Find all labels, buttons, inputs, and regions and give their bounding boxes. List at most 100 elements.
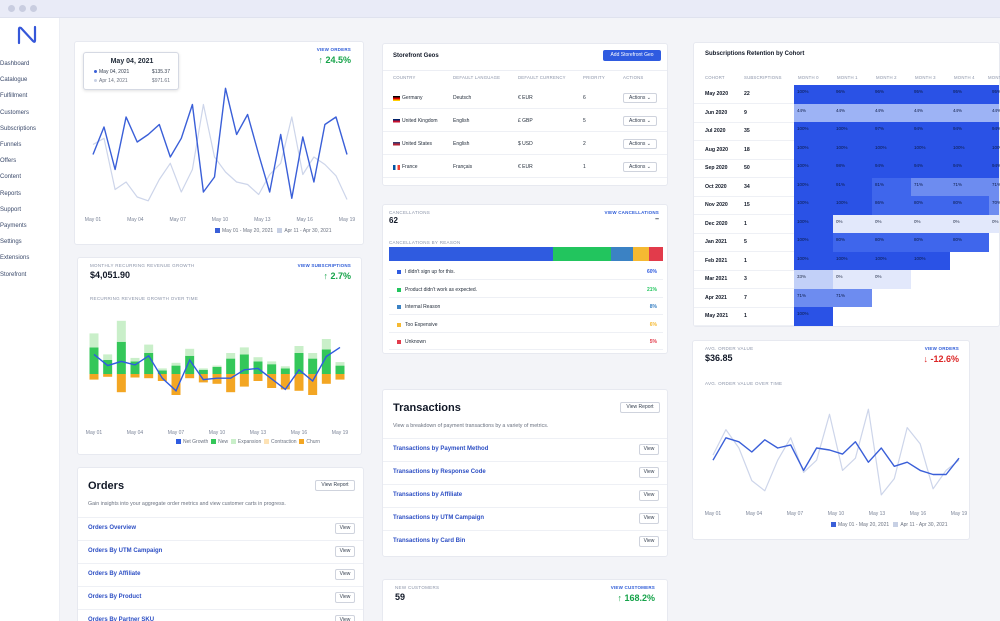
tooltip-row2-date: Apr 14, 2021 bbox=[99, 78, 128, 84]
cancellation-segment bbox=[389, 247, 554, 261]
report-link[interactable]: Orders Overview bbox=[88, 525, 137, 531]
retention-cell: 71% bbox=[833, 288, 872, 307]
report-link[interactable]: Transactions by Payment Method bbox=[393, 446, 489, 452]
view-customers-link[interactable]: VIEW CUSTOMERS bbox=[610, 585, 655, 590]
actions-dropdown[interactable]: Actions ⌄ bbox=[623, 139, 657, 149]
actions-dropdown[interactable]: Actions ⌄ bbox=[623, 162, 657, 172]
new-customers-change: ↑ 168.2% bbox=[617, 593, 655, 603]
transactions-view-report-button[interactable]: View Report bbox=[620, 402, 660, 413]
legend-label: May 01 - May 20, 2021 bbox=[838, 522, 890, 528]
retention-cell: 94% bbox=[989, 159, 1000, 178]
report-link[interactable]: Transactions by Card Bin bbox=[393, 538, 466, 544]
report-link[interactable]: Orders By Affiliate bbox=[88, 571, 141, 577]
x-tick-label: May 19 bbox=[951, 511, 968, 517]
sidebar-item-funnels[interactable]: Funnels bbox=[0, 142, 22, 148]
add-storefront-geo-button[interactable]: Add Storefront Geo bbox=[603, 50, 661, 61]
retention-cell: 33% bbox=[794, 270, 833, 289]
divider bbox=[78, 563, 363, 564]
retention-cell: 95% bbox=[989, 85, 1000, 104]
sidebar: Dashboard Catalogue Fulfillment Customers Su… bbox=[0, 18, 60, 621]
actions-dropdown[interactable]: Actions ⌄ bbox=[623, 93, 657, 103]
retention-cell: 98% bbox=[833, 159, 872, 178]
orders-change: ↑ 24.5% bbox=[318, 55, 351, 65]
sidebar-item-extensions[interactable]: Extensions bbox=[0, 255, 30, 262]
bar-churn bbox=[308, 374, 318, 395]
view-orders-link[interactable]: VIEW ORDERS bbox=[316, 47, 351, 52]
retention-cell: 0% bbox=[989, 214, 999, 233]
transactions-panel: Transactions View Report View a breakdow… bbox=[382, 389, 668, 557]
column-header: ACTIONS bbox=[623, 75, 644, 80]
sidebar-item-payments[interactable]: Payments bbox=[0, 223, 27, 229]
report-link[interactable]: Transactions by Affiliate bbox=[393, 492, 463, 498]
bar-new bbox=[267, 364, 277, 374]
orders-view-report-button[interactable]: View Report bbox=[315, 480, 355, 491]
window-close-dot[interactable] bbox=[8, 5, 15, 12]
view-button[interactable]: View bbox=[639, 490, 659, 501]
view-subscriptions-link[interactable]: VIEW SUBSCRIPTIONS bbox=[297, 263, 351, 268]
sidebar-item-dashboard[interactable]: Dashboard bbox=[0, 61, 30, 67]
sidebar-item-offers[interactable]: Offers bbox=[0, 158, 17, 165]
legend-label: Contraction bbox=[271, 439, 297, 445]
orders-panel: Orders View Report Gain insights into yo… bbox=[77, 467, 364, 621]
transactions-description: View a breakdown of payment transactions… bbox=[393, 423, 549, 429]
bar-new bbox=[335, 365, 345, 374]
bar-expansion bbox=[198, 368, 208, 370]
view-cancellations-link[interactable]: VIEW CANCELLATIONS bbox=[604, 210, 659, 215]
brand-logo-icon[interactable] bbox=[16, 24, 38, 46]
legend-swatch bbox=[893, 522, 899, 528]
window-maximize-dot[interactable] bbox=[30, 5, 37, 12]
sidebar-item-content[interactable]: Content bbox=[0, 174, 22, 181]
cohort-label: Sep 2020 bbox=[705, 165, 728, 171]
legend-swatch bbox=[176, 439, 181, 445]
report-link[interactable]: Orders By UTM Campaign bbox=[88, 548, 163, 554]
x-tick-label: May 10 bbox=[212, 217, 229, 223]
chevron-down-icon: ⌄ bbox=[645, 164, 651, 170]
sidebar-item-fulfillment[interactable]: Fulfillment bbox=[0, 93, 28, 100]
sidebar-item-settings[interactable]: Settings bbox=[0, 239, 22, 246]
report-link[interactable]: Orders By Product bbox=[88, 594, 142, 600]
bar-churn bbox=[144, 374, 154, 379]
actions-dropdown[interactable]: Actions ⌄ bbox=[623, 116, 657, 126]
report-link[interactable]: Transactions by UTM Campaign bbox=[393, 515, 485, 521]
bar-expansion bbox=[157, 368, 167, 371]
bar-expansion bbox=[103, 354, 113, 360]
sidebar-item-subscriptions[interactable]: Subscriptions bbox=[0, 125, 37, 132]
cell-currency: € EUR bbox=[518, 164, 533, 170]
cell-currency: $ USD bbox=[518, 141, 533, 147]
retention-cell: 71% bbox=[950, 177, 989, 196]
divider bbox=[694, 251, 794, 252]
view-orders-aov-link[interactable]: VIEW ORDERS bbox=[924, 346, 959, 351]
bar-expansion bbox=[308, 353, 318, 359]
view-button[interactable]: View bbox=[639, 467, 659, 478]
window-minimize-dot[interactable] bbox=[19, 5, 26, 12]
chevron-down-icon: ⌄ bbox=[645, 118, 651, 124]
sidebar-item-reports[interactable]: Reports bbox=[0, 190, 22, 197]
report-link[interactable]: Orders By Partner SKU bbox=[88, 617, 155, 621]
view-button[interactable]: View bbox=[335, 569, 355, 580]
view-button[interactable]: View bbox=[335, 546, 355, 557]
sidebar-item-customers[interactable]: Customers bbox=[0, 109, 30, 116]
view-button[interactable]: View bbox=[335, 592, 355, 603]
view-button[interactable]: View bbox=[335, 523, 355, 534]
sidebar-item-support[interactable]: Support bbox=[0, 206, 22, 213]
actions-label: Actions bbox=[629, 141, 646, 147]
retention-cell: 80% bbox=[872, 233, 911, 252]
divider bbox=[383, 507, 667, 508]
view-button[interactable]: View bbox=[335, 615, 355, 621]
cohort-label: May 2020 bbox=[705, 91, 729, 97]
new-customers-value: 59 bbox=[395, 592, 406, 602]
view-button[interactable]: View bbox=[639, 444, 659, 455]
cell-language: Français bbox=[453, 164, 473, 170]
sidebar-item-catalogue[interactable]: Catalogue bbox=[0, 77, 28, 84]
x-tick-label: May 16 bbox=[296, 217, 313, 223]
retention-cell: 94% bbox=[911, 159, 950, 178]
mrr-change: ↑ 2.7% bbox=[323, 271, 351, 281]
sidebar-item-storefront[interactable]: Storefront bbox=[0, 271, 27, 278]
report-link[interactable]: Transactions by Response Code bbox=[393, 469, 486, 475]
cancellations-change: – bbox=[655, 216, 659, 223]
view-button[interactable]: View bbox=[639, 513, 659, 524]
cohort-label: Jan 2021 bbox=[705, 239, 727, 245]
series-line-0 bbox=[92, 87, 348, 200]
divider bbox=[78, 609, 363, 610]
view-button[interactable]: View bbox=[639, 536, 659, 547]
